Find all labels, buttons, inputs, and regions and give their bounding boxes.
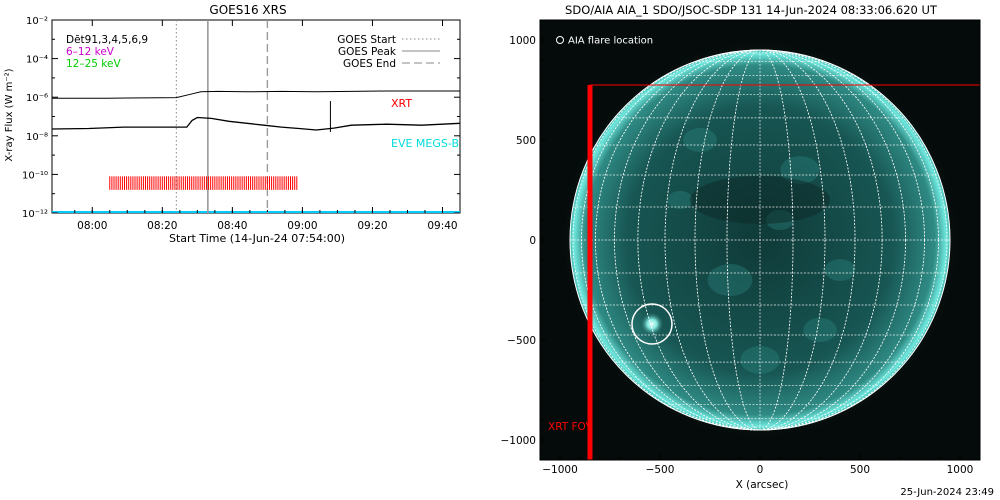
aia-heliographic-grid	[569, 49, 951, 431]
goes-ytick-label: 10⁻¹²	[22, 209, 48, 220]
goes-short-channel-line	[51, 116, 461, 131]
aia-flare-brightening	[640, 312, 664, 336]
aia-bright-region	[683, 128, 717, 152]
aia-grid-longitude	[614, 49, 906, 431]
aia-ytick-label: 500	[516, 135, 536, 147]
aia-bright-region	[707, 264, 753, 296]
aia-grid-longitude	[572, 49, 948, 431]
aia-chart-title: SDO/AIA AIA_1 SDO/JSOC-SDP 131 14-Jun-20…	[565, 3, 938, 17]
aia-ytick-label: −1000	[500, 435, 536, 447]
goes-xlabel: Start Time (14-Jun-24 07:54:00)	[169, 232, 345, 245]
goes-xtick-label: 08:20	[147, 220, 177, 232]
xrt-fov-left-edge	[587, 85, 593, 460]
aia-xlabel: X (arcsec)	[736, 479, 789, 491]
goes-legend-left-item: 12–25 keV	[66, 58, 121, 70]
goes-ytick-label: 10⁻⁶	[26, 93, 48, 104]
goes-legend-right-item: GOES End	[343, 58, 396, 70]
aia-ytick-label: −500	[507, 335, 536, 347]
aia-xtick-label: −500	[646, 464, 675, 476]
aia-xtick-label: 0	[757, 464, 764, 476]
goes-chart-title: GOES16 XRS	[209, 3, 286, 17]
goes-xrs-chart: GOES16 XRS 10⁻² 10⁻⁴ 10⁻⁶ 10⁻⁸ 10⁻¹⁰ 10⁻¹² 08:…	[4, 3, 461, 245]
aia-bright-region	[667, 191, 693, 209]
xrt-label: XRT	[391, 97, 412, 110]
flare-legend-label: AIA flare location	[568, 36, 653, 47]
aia-ytick-label: 0	[529, 235, 536, 247]
aia-ytick-label: 1000	[509, 35, 536, 47]
goes-xtick-label: 09:20	[357, 220, 387, 232]
aia-bright-region	[824, 259, 856, 281]
goes-ytick-label: 10⁻²	[26, 16, 48, 27]
goes-legend-right-item: GOES Start	[337, 34, 396, 46]
aia-xtick-label: 1000	[947, 464, 974, 476]
goes-long-channel-line	[52, 90, 460, 99]
xrt-observation-ticks	[109, 176, 298, 190]
flare-legend-marker	[556, 36, 564, 44]
goes-xtick-label: 09:00	[287, 220, 317, 232]
goes-legend-left-item: 6–12 keV	[66, 46, 115, 58]
goes-ytick-label: 10⁻¹⁰	[22, 170, 48, 181]
goes-plot-area: 10⁻² 10⁻⁴ 10⁻⁶ 10⁻⁸ 10⁻¹⁰ 10⁻¹² 08:00 08:20 08:4…	[22, 16, 461, 232]
goes-ytick-label: 10⁻⁸	[26, 132, 48, 143]
goes-xtick-label: 08:00	[77, 220, 107, 232]
aia-plot-area: XRT FOV AIA flare location −1000 −500 0 500 10…	[500, 19, 981, 476]
aia-grid-longitude	[595, 49, 925, 431]
aia-image-chart: SDO/AIA AIA_1 SDO/JSOC-SDP 131 14-Jun-20…	[500, 3, 981, 491]
eve-label: EVE MEGS-B	[391, 137, 459, 150]
aia-image: XRT FOV AIA flare location	[540, 20, 980, 460]
goes-xtick-label: 08:40	[217, 220, 247, 232]
footer-timestamp: 25-Jun-2024 23:49	[900, 487, 994, 498]
aia-bright-region	[780, 156, 820, 184]
aia-limb-circle	[569, 49, 951, 431]
aia-coronal-hole	[690, 176, 830, 224]
aia-flare-circle	[631, 303, 673, 345]
aia-xtick-label: −1000	[542, 464, 578, 476]
goes-ytick-label: 10⁻⁴	[26, 55, 48, 66]
goes-legend-right-item: GOES Peak	[338, 46, 397, 58]
goes-ylabel: X-ray Flux (W m⁻²)	[4, 68, 15, 161]
goes-legend-left-item: Dēt91,3,4,5,6,9	[66, 34, 148, 46]
aia-bright-region	[803, 318, 837, 342]
aia-xtick-label: 500	[850, 464, 870, 476]
xrt-fov-label: XRT FOV	[548, 421, 594, 433]
goes-xtick-label: 09:40	[427, 220, 457, 232]
